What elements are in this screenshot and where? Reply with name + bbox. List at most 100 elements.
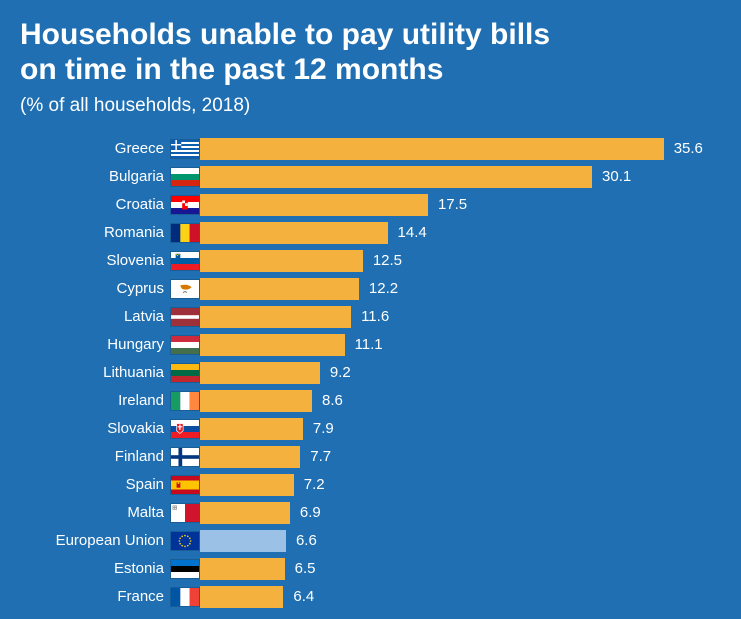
estonia-flag-icon	[170, 559, 200, 579]
country-label: Greece	[20, 140, 170, 157]
table-row: Bulgaria30.1	[20, 163, 721, 190]
value-label: 35.6	[664, 140, 703, 157]
table-row: Hungary 11.1	[20, 331, 721, 358]
country-label: Slovenia	[20, 252, 170, 269]
title-line-1: Households unable to pay utility bills	[20, 18, 550, 51]
value-label: 17.5	[428, 196, 467, 213]
value-label: 8.6	[312, 392, 343, 409]
value-label: 14.4	[388, 224, 427, 241]
bar-track: 7.7	[200, 443, 721, 470]
table-row: Slovakia 7.9	[20, 415, 721, 442]
bar	[200, 194, 428, 216]
france-flag-icon	[170, 587, 200, 607]
bar-chart: Greece 35.6 Bulgaria30.1 Croatia 17.5 Romania…	[20, 135, 721, 610]
table-row: Romania 14.4	[20, 219, 721, 246]
bar	[200, 222, 388, 244]
country-label: Malta	[20, 504, 170, 521]
table-row: France 6.4	[20, 583, 721, 610]
value-label: 6.4	[283, 588, 314, 605]
value-label: 11.6	[351, 308, 389, 325]
bar-track: 35.6	[200, 135, 721, 162]
ireland-flag-icon	[170, 391, 200, 411]
bar	[200, 446, 300, 468]
bar	[200, 502, 290, 524]
table-row: Cyprus 12.2	[20, 275, 721, 302]
bar-track: 6.4	[200, 583, 721, 610]
slovakia-flag-icon	[170, 419, 200, 439]
bar-track: 12.2	[200, 275, 721, 302]
table-row: Croatia 17.5	[20, 191, 721, 218]
latvia-flag-icon	[170, 307, 200, 327]
value-label: 7.9	[303, 420, 334, 437]
bar-track: 7.2	[200, 471, 721, 498]
bar-track: 9.2	[200, 359, 721, 386]
value-label: 12.5	[363, 252, 402, 269]
value-label: 11.1	[345, 336, 383, 353]
bar	[200, 530, 286, 552]
value-label: 6.6	[286, 532, 317, 549]
chart-subtitle: (% of all households, 2018)	[20, 95, 721, 117]
country-label: Latvia	[20, 308, 170, 325]
bar	[200, 474, 294, 496]
bar-track: 6.6	[200, 527, 721, 554]
value-label: 30.1	[592, 168, 631, 185]
bar-track: 11.1	[200, 331, 721, 358]
value-label: 7.7	[300, 448, 331, 465]
title-line-2: on time in the past 12 months	[20, 53, 443, 86]
country-label: Croatia	[20, 196, 170, 213]
bar	[200, 250, 363, 272]
cyprus-flag-icon	[170, 279, 200, 299]
bar	[200, 166, 592, 188]
country-label: Estonia	[20, 560, 170, 577]
country-label: European Union	[20, 532, 170, 549]
slovenia-flag-icon	[170, 251, 200, 271]
bar-track: 6.5	[200, 555, 721, 582]
country-label: Spain	[20, 476, 170, 493]
country-label: Cyprus	[20, 280, 170, 297]
country-label: Romania	[20, 224, 170, 241]
bar-track: 8.6	[200, 387, 721, 414]
table-row: Latvia 11.6	[20, 303, 721, 330]
chart-container: Households unable to pay utility bills o…	[0, 0, 741, 619]
table-row: Estonia 6.5	[20, 555, 721, 582]
value-label: 6.9	[290, 504, 321, 521]
eu-flag-icon	[170, 531, 200, 551]
bar-track: 14.4	[200, 219, 721, 246]
country-label: France	[20, 588, 170, 605]
bar-track: 6.9	[200, 499, 721, 526]
bar	[200, 586, 283, 608]
value-label: 9.2	[320, 364, 351, 381]
country-label: Slovakia	[20, 420, 170, 437]
greece-flag-icon	[170, 139, 200, 159]
value-label: 7.2	[294, 476, 325, 493]
table-row: Finland7.7	[20, 443, 721, 470]
bar	[200, 138, 664, 160]
bar	[200, 306, 351, 328]
table-row: Slovenia 12.5	[20, 247, 721, 274]
bar	[200, 558, 285, 580]
bulgaria-flag-icon	[170, 167, 200, 187]
croatia-flag-icon	[170, 195, 200, 215]
hungary-flag-icon	[170, 335, 200, 355]
bar-track: 11.6	[200, 303, 721, 330]
country-label: Ireland	[20, 392, 170, 409]
table-row: Greece 35.6	[20, 135, 721, 162]
country-label: Hungary	[20, 336, 170, 353]
malta-flag-icon	[170, 503, 200, 523]
bar	[200, 334, 345, 356]
bar	[200, 390, 312, 412]
table-row: Spain 7.2	[20, 471, 721, 498]
bar-track: 30.1	[200, 163, 721, 190]
table-row: Lithuania 9.2	[20, 359, 721, 386]
finland-flag-icon	[170, 447, 200, 467]
romania-flag-icon	[170, 223, 200, 243]
bar-track: 7.9	[200, 415, 721, 442]
bar-track: 12.5	[200, 247, 721, 274]
bar	[200, 362, 320, 384]
country-label: Lithuania	[20, 364, 170, 381]
value-label: 6.5	[285, 560, 316, 577]
table-row: Ireland 8.6	[20, 387, 721, 414]
table-row: European Union 6.6	[20, 527, 721, 554]
chart-title: Households unable to pay utility bills o…	[20, 18, 721, 87]
lithuania-flag-icon	[170, 363, 200, 383]
